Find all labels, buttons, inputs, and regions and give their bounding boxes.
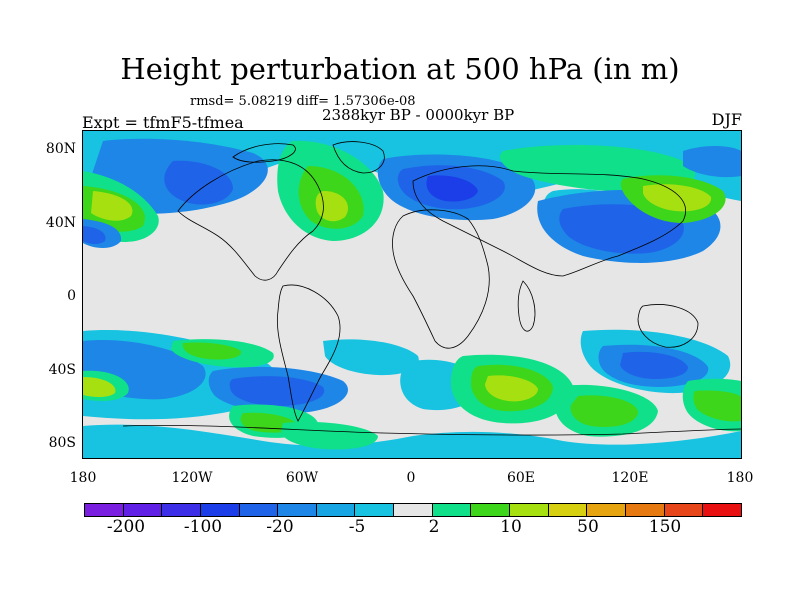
colorbar-swatch <box>278 504 317 516</box>
colorbar-swatch <box>703 504 741 516</box>
plot-title: Height perturbation at 500 hPa (in m) <box>120 52 680 86</box>
time-range-subtitle: 2388kyr BP - 0000kyr BP <box>322 106 515 124</box>
colorbar-label: 2 <box>428 517 440 537</box>
contour-field-south <box>83 329 741 458</box>
season-label: DJF <box>711 110 742 129</box>
colorbar-swatch <box>85 504 124 516</box>
lat-label-40s: 40S <box>48 362 76 378</box>
colorbar-swatch <box>239 504 279 516</box>
colorbar-label: 10 <box>500 517 522 537</box>
colorbar-swatch <box>587 504 626 516</box>
colorbar-swatch <box>123 504 163 516</box>
colorbar-swatch <box>162 504 201 516</box>
lon-label-180e: 180 <box>726 470 754 486</box>
lon-label-0: 0 <box>406 470 416 486</box>
lon-label-120e: 120E <box>611 470 649 486</box>
contour-map <box>83 131 741 458</box>
colorbar-label: 150 <box>648 517 682 537</box>
rmsd-stats: rmsd= 5.08219 diff= 1.57306e-08 <box>190 94 416 109</box>
lon-label-180w: 180 <box>69 470 97 486</box>
colorbar-swatch <box>200 504 240 516</box>
experiment-label: Expt = tfmF5-tfmea <box>82 113 244 132</box>
map-panel <box>82 130 742 459</box>
lon-label-120w: 120W <box>171 470 213 486</box>
colorbar-label: -20 <box>266 517 294 537</box>
colorbar-swatch <box>510 504 549 516</box>
colorbar-swatch <box>625 504 665 516</box>
colorbar-label: -200 <box>106 517 146 537</box>
lon-label-60e: 60E <box>506 470 536 486</box>
colorbar-swatch <box>316 504 356 516</box>
colorbar-swatch <box>664 504 704 516</box>
colorbar-swatch <box>548 504 588 516</box>
lon-label-60w: 60W <box>285 470 319 486</box>
lat-label-0: 0 <box>67 288 76 304</box>
colorbar-label: -5 <box>348 517 366 537</box>
lat-label-80s: 80S <box>48 435 76 451</box>
lat-label-40n: 40N <box>45 215 76 231</box>
colorbar-swatch <box>355 504 395 516</box>
colorbar <box>84 503 742 517</box>
colorbar-label: 50 <box>577 517 599 537</box>
colorbar-swatch <box>432 504 472 516</box>
colorbar-swatch <box>394 504 433 516</box>
lat-label-80n: 80N <box>45 141 76 157</box>
coastlines <box>122 141 741 436</box>
colorbar-label: -100 <box>183 517 223 537</box>
colorbar-swatch <box>471 504 511 516</box>
contour-field-north <box>83 131 741 263</box>
